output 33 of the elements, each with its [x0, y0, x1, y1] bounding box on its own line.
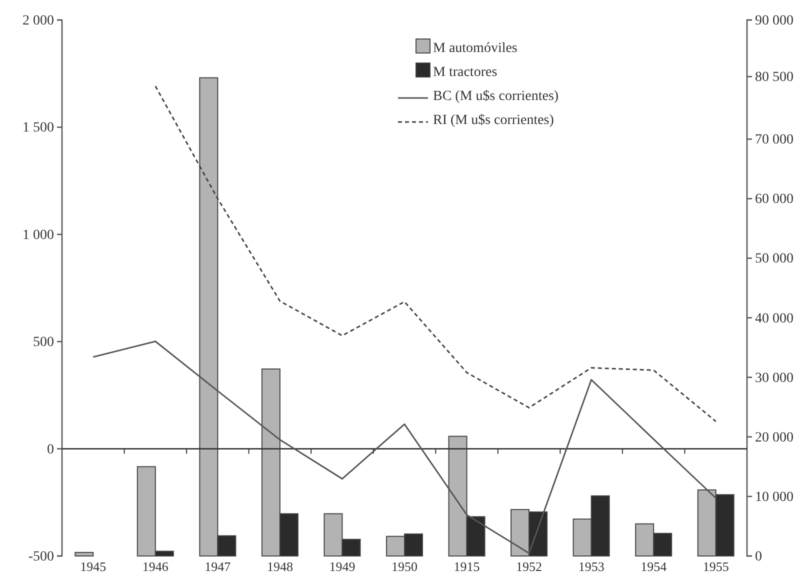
- legend-label: RI (M u$s corrientes): [433, 113, 554, 128]
- y2-tick-label: 80 500: [755, 70, 794, 86]
- x-tick-label: 1945: [80, 559, 106, 574]
- x-tick-label: 1946: [142, 559, 169, 574]
- legend-label: M automóviles: [433, 41, 518, 56]
- y2-tick-label: 90 000: [755, 13, 794, 28]
- x-tick-label: 1952: [516, 559, 542, 574]
- x-tick-label: 1947: [204, 559, 232, 574]
- y-tick-label: 500: [33, 335, 54, 350]
- line-series: [92, 340, 717, 554]
- x-tick-label: 1948: [266, 559, 293, 574]
- y-tick-label: 1 500: [22, 120, 54, 136]
- y2-tick-label: 70 000: [755, 132, 794, 148]
- bar: [74, 552, 94, 556]
- x-tick-label: 1950: [392, 559, 418, 574]
- x-tick-label: 1949: [329, 559, 356, 574]
- legend-label: M tractores: [433, 65, 498, 80]
- y-tick-label: 1 000: [22, 228, 54, 243]
- y2-tick-label: 50 000: [755, 252, 794, 267]
- y2-tick-label: 40 000: [755, 311, 794, 326]
- x-tick-label: 1954: [640, 559, 668, 574]
- y2-tick-label: 30 000: [755, 370, 794, 386]
- y-tick-label: 0: [47, 442, 54, 458]
- x-tick-label: 1915: [454, 559, 480, 574]
- legend-label: BC (M u$s corrientes): [433, 89, 559, 104]
- y-tick-label: -500: [28, 549, 54, 564]
- y2-tick-label: 10 000: [755, 490, 794, 505]
- y-tick-label: 2 000: [22, 13, 54, 28]
- y2-tick-label: 60 000: [755, 192, 794, 208]
- y2-tick-label: 0: [755, 549, 762, 564]
- x-tick-label: 1955: [702, 559, 729, 574]
- y2-tick-label: 20 000: [755, 430, 794, 446]
- x-tick-label: 1953: [578, 559, 604, 574]
